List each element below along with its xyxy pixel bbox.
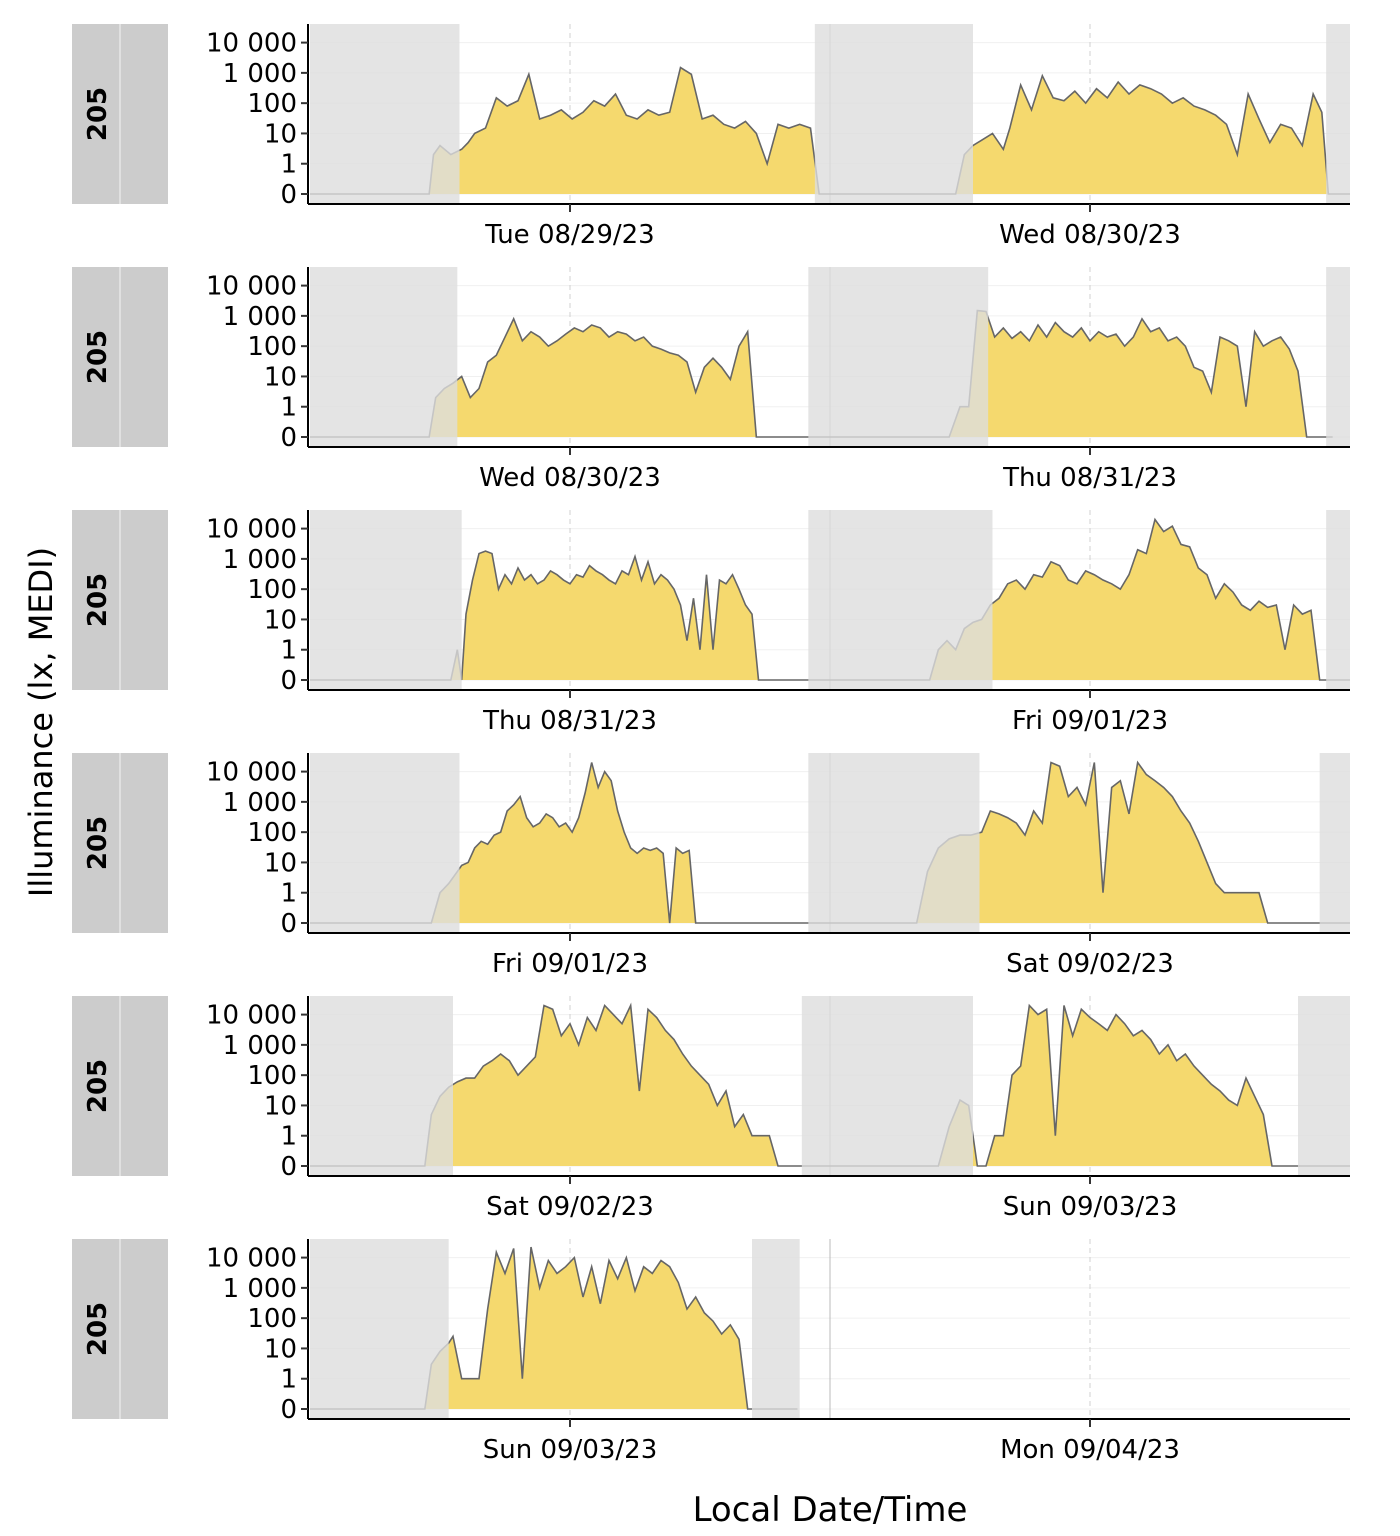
illuminance-area (310, 67, 1350, 194)
x-tick-label: Mon 09/04/23 (1000, 1435, 1180, 1465)
y-tick-label: 10 000 (206, 515, 297, 545)
y-tick-label: 10 000 (206, 758, 297, 788)
night-shade (1326, 267, 1350, 447)
y-tick-label: 10 (264, 605, 297, 635)
night-shade (752, 1239, 800, 1419)
x-tick-label: Sun 09/03/23 (1003, 1192, 1178, 1222)
x-axis-label: Local Date/Time (693, 1490, 968, 1530)
night-shade (1319, 753, 1350, 933)
x-tick-label: Sun 09/03/23 (483, 1435, 658, 1465)
y-tick-label: 1 (280, 1365, 297, 1395)
y-tick-label: 1 (280, 636, 297, 666)
night-shade (1326, 24, 1350, 204)
night-shade (808, 510, 993, 690)
y-axis-label: Illuminance (lx, MEDI) (22, 547, 60, 897)
strip-id-label: 205 (83, 816, 113, 870)
y-tick-label: 0 (280, 1152, 297, 1182)
night-shade (1298, 996, 1350, 1176)
strip-id-label: 205 (83, 330, 113, 384)
y-tick-label: 100 (247, 1304, 297, 1334)
y-tick-label: 1 000 (223, 302, 297, 332)
night-shade (310, 510, 462, 690)
illuminance-line (310, 760, 1350, 924)
night-shade (310, 1239, 449, 1419)
y-tick-label: 100 (247, 1061, 297, 1091)
y-tick-label: 10 000 (206, 29, 297, 59)
y-tick-label: 0 (280, 180, 297, 210)
y-tick-label: 1 (280, 879, 297, 909)
y-tick-label: 0 (280, 1395, 297, 1425)
illuminance-line (310, 1246, 798, 1410)
night-shade (310, 267, 458, 447)
illuminance-area (310, 762, 1350, 923)
y-tick-label: 10 (264, 848, 297, 878)
illuminance-area (310, 519, 1350, 680)
night-shade (310, 24, 460, 204)
x-tick-label: Thu 08/31/23 (482, 706, 657, 736)
y-tick-label: 100 (247, 575, 297, 605)
y-tick-label: 10 (264, 1334, 297, 1364)
x-tick-label: Sat 09/02/23 (486, 1192, 654, 1222)
y-tick-label: 0 (280, 909, 297, 939)
illuminance-area (310, 1005, 1350, 1166)
x-tick-label: Wed 08/30/23 (479, 463, 661, 493)
y-tick-label: 10 (264, 119, 297, 149)
y-tick-label: 10 000 (206, 272, 297, 302)
y-tick-label: 10 000 (206, 1001, 297, 1031)
night-shade (808, 753, 980, 933)
night-shade (814, 24, 973, 204)
x-tick-label: Thu 08/31/23 (1002, 463, 1177, 493)
x-tick-label: Wed 08/30/23 (999, 220, 1181, 250)
x-tick-label: Fri 09/01/23 (492, 949, 648, 979)
night-shade (1326, 510, 1350, 690)
y-tick-label: 0 (280, 666, 297, 696)
illuminance-area (310, 310, 1333, 437)
y-tick-label: 10 (264, 1091, 297, 1121)
illuminance-line (310, 517, 1350, 681)
night-shade (808, 267, 989, 447)
strip-id-label: 205 (83, 87, 113, 141)
y-tick-label: 1 000 (223, 1031, 297, 1061)
y-tick-label: 1 (280, 150, 297, 180)
strip-id-label: 205 (83, 1302, 113, 1356)
x-tick-label: Fri 09/01/23 (1012, 706, 1168, 736)
y-tick-label: 0 (280, 423, 297, 453)
night-shade (310, 753, 460, 933)
strip-id-label: 205 (83, 1059, 113, 1113)
night-shade (310, 996, 453, 1176)
strip-id-label: 205 (83, 573, 113, 627)
y-tick-label: 10 000 (206, 1244, 297, 1274)
y-tick-label: 100 (247, 332, 297, 362)
y-tick-label: 1 (280, 393, 297, 423)
x-tick-label: Sat 09/02/23 (1006, 949, 1174, 979)
night-shade (801, 996, 973, 1176)
y-tick-label: 1 000 (223, 1274, 297, 1304)
y-tick-label: 1 000 (223, 59, 297, 89)
y-tick-label: 1 (280, 1122, 297, 1152)
y-tick-label: 100 (247, 89, 297, 119)
y-tick-label: 100 (247, 818, 297, 848)
y-tick-label: 10 (264, 362, 297, 392)
x-tick-label: Tue 08/29/23 (484, 220, 654, 250)
y-tick-label: 1 000 (223, 545, 297, 575)
y-tick-label: 1 000 (223, 788, 297, 818)
